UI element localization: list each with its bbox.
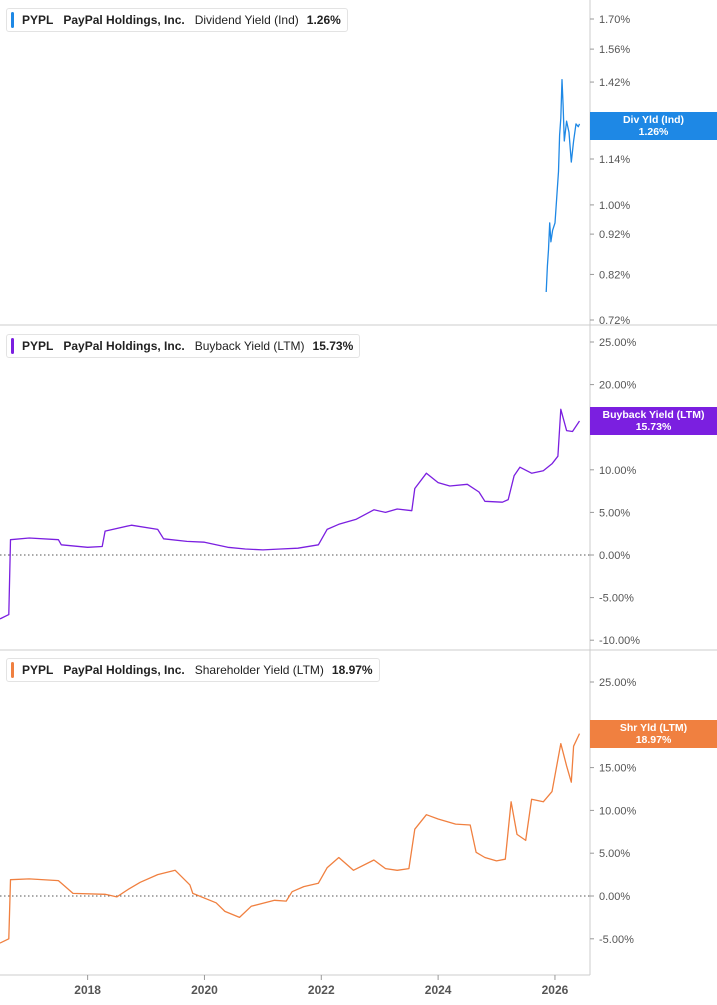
y-tick-label: -5.00% — [599, 593, 634, 605]
x-tick-label: 2024 — [425, 983, 452, 997]
tag-value: 18.97% — [635, 734, 672, 746]
legend-swatch-dividend — [11, 12, 14, 28]
legend-metric: Shareholder Yield (LTM) — [194, 663, 324, 677]
tag-value: 1.26% — [638, 126, 669, 138]
legend-value: 18.97% — [331, 663, 373, 677]
y-tick-label: 10.00% — [599, 465, 637, 477]
tag-title: Shr Yld (LTM) — [619, 722, 688, 734]
y-tick-label: 1.56% — [599, 44, 630, 56]
legend-value: 15.73% — [312, 339, 354, 353]
legend-shareholder: PYPL PayPal Holdings, Inc. Shareholder Y… — [6, 658, 380, 682]
tag-value: 15.73% — [635, 421, 672, 433]
y-tick-label: 1.14% — [599, 154, 630, 166]
legend-ticker: PYPL — [22, 339, 54, 353]
y-tick-label: 1.70% — [599, 14, 630, 26]
y-tick-label: -5.00% — [599, 934, 634, 946]
y-tick-label: 0.00% — [599, 891, 630, 903]
series-line-buyback — [0, 408, 581, 620]
y-tick-label: 5.00% — [599, 507, 630, 519]
legend-ticker: PYPL — [22, 663, 54, 677]
legend-metric: Buyback Yield (LTM) — [194, 339, 305, 353]
x-tick-label: 2022 — [308, 983, 335, 997]
legend-company: PayPal Holdings, Inc. — [63, 663, 185, 677]
y-tick-label: 1.42% — [599, 77, 630, 89]
x-tick-label: 2020 — [191, 983, 218, 997]
legend-company: PayPal Holdings, Inc. — [63, 13, 185, 27]
y-tick-label: -10.00% — [599, 635, 640, 647]
y-tick-label: 0.00% — [599, 550, 630, 562]
legend-value: 1.26% — [306, 13, 341, 27]
legend-dividend: PYPL PayPal Holdings, Inc. Dividend Yiel… — [6, 8, 348, 32]
y-tick-label: 20.00% — [599, 380, 637, 392]
y-tick-label: 10.00% — [599, 805, 637, 817]
series-line-shareholder — [0, 733, 581, 944]
last-value-tag-buyback: Buyback Yield (LTM) 15.73% — [590, 407, 717, 435]
tag-title: Buyback Yield (LTM) — [602, 409, 705, 421]
legend-swatch-shareholder — [11, 662, 14, 678]
last-value-tag-shareholder: Shr Yld (LTM) 18.97% — [590, 720, 717, 748]
y-tick-label: 25.00% — [599, 677, 637, 689]
legend-swatch-buyback — [11, 338, 14, 354]
tag-title: Div Yld (Ind) — [622, 114, 685, 126]
series-line-dividend — [545, 78, 581, 293]
y-tick-label: 5.00% — [599, 848, 630, 860]
y-tick-label: 0.92% — [599, 229, 630, 241]
legend-buyback: PYPL PayPal Holdings, Inc. Buyback Yield… — [6, 334, 361, 358]
legend-ticker: PYPL — [22, 13, 54, 27]
y-tick-label: 1.00% — [599, 200, 630, 212]
legend-company: PayPal Holdings, Inc. — [63, 339, 185, 353]
y-tick-label: 0.72% — [599, 315, 630, 327]
y-tick-label: 15.00% — [599, 763, 637, 775]
last-value-tag-dividend: Div Yld (Ind) 1.26% — [590, 112, 717, 140]
y-tick-label: 25.00% — [599, 337, 637, 349]
x-tick-label: 2018 — [74, 983, 101, 997]
x-tick-label: 2026 — [542, 983, 569, 997]
legend-metric: Dividend Yield (Ind) — [194, 13, 299, 27]
y-tick-label: 0.82% — [599, 269, 630, 281]
